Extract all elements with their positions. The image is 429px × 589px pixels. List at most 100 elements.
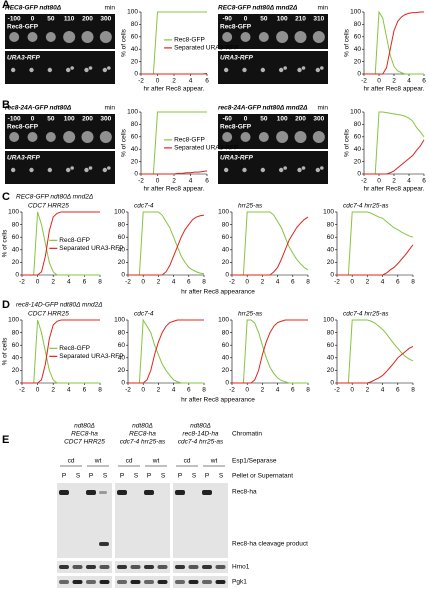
cell-signal (99, 131, 112, 143)
y-tick-label: 20 (354, 58, 362, 65)
time-label: 0 (244, 16, 248, 23)
micrograph (218, 14, 328, 49)
chart-title: CDC7 HRR25 (28, 311, 69, 318)
x-axis-label: hr after Rec8 appearance (181, 289, 255, 296)
cell-signal (107, 166, 111, 170)
band (72, 565, 83, 569)
band (202, 490, 212, 495)
x-tick-label: 4 (172, 279, 176, 286)
band (175, 565, 185, 569)
x-tick-label: 8 (411, 387, 415, 394)
band (175, 580, 185, 584)
channel-label: Rec8-GFP (7, 124, 39, 131)
time-label: -90 (222, 16, 232, 23)
y-tick-label: 0 (225, 272, 229, 279)
band (117, 490, 127, 495)
band (99, 565, 110, 569)
channel-label: Rec8-GFP (220, 24, 252, 31)
y-tick-label: 20 (131, 58, 139, 65)
strain-label: rec8-24A-GFP ndt80Δ (5, 105, 72, 112)
condition-label: wt (210, 458, 218, 465)
time-label: 50 (47, 16, 55, 23)
time-label: 200 (82, 116, 93, 123)
band (175, 490, 185, 495)
condition-label: cd (126, 458, 133, 465)
micrograph (5, 114, 115, 149)
cell-signal (242, 67, 247, 73)
y-tick-label: 20 (354, 158, 362, 165)
cell-signal (315, 67, 321, 73)
y-tick-label: 100 (114, 209, 125, 216)
y-tick-label: 0 (121, 380, 125, 387)
cell-signal (9, 132, 20, 142)
x-tick-label: -2 (334, 387, 340, 394)
band-label: Hmo1 (232, 564, 250, 571)
chart-title: cdc7-4 hrr25-as (343, 203, 389, 210)
cell-signal (63, 131, 76, 143)
blot-panel (115, 576, 170, 588)
y-tick-label: 80 (118, 329, 126, 336)
time-label: 200 (295, 116, 306, 123)
time-label: 100 (277, 116, 288, 123)
channel-label: Rec8-GFP (220, 124, 252, 131)
y-tick-label: 0 (330, 380, 334, 387)
condition-label: cd (68, 458, 75, 465)
y-tick-label: 80 (327, 221, 335, 228)
lane-label: S (161, 473, 166, 480)
cell-signal (27, 132, 38, 142)
genotype-label: cdc7-4 hrr25-as (178, 439, 224, 446)
series-line (128, 318, 204, 384)
strain-label: rec8-14D-GFP ndt80Δ mnd2Δ (16, 302, 103, 309)
time-label: 0 (244, 116, 248, 123)
time-label: 300 (100, 116, 111, 123)
time-label: 110 (64, 16, 75, 23)
series-line (22, 211, 100, 276)
lane-label: S (219, 473, 224, 480)
cell-signal (240, 132, 251, 142)
x-tick-label: -2 (125, 387, 131, 394)
x-tick-label: 0 (36, 387, 40, 394)
y-axis-label: % of cells (121, 128, 128, 157)
lane-label: P (205, 473, 209, 480)
cell-signal (260, 167, 266, 173)
cell-signal (278, 167, 284, 173)
cell-signal (320, 166, 324, 170)
legend-label: Rec8-GFP (174, 137, 205, 144)
time-label: 300 (100, 16, 111, 23)
cell-signal (81, 31, 94, 43)
y-tick-label: 20 (131, 158, 139, 165)
time-label: 50 (260, 116, 268, 123)
panel-label: D (2, 299, 10, 311)
y-axis-label: % of cells (2, 229, 9, 258)
x-tick-label: 2 (261, 387, 265, 394)
x-tick-label: 0 (350, 387, 354, 394)
y-tick-label: 20 (12, 367, 20, 374)
x-tick-label: 8 (411, 279, 415, 286)
cell-signal (107, 66, 111, 70)
band (130, 580, 141, 584)
y-tick-label: 80 (12, 221, 20, 228)
cell-signal (70, 166, 74, 170)
cell-signal (294, 31, 307, 43)
x-tick-label: 6 (291, 279, 295, 286)
legend-label: Rec8-GFP (174, 37, 205, 44)
cell-signal (258, 32, 269, 42)
cell-signal (276, 131, 289, 143)
cell-signal (70, 66, 74, 70)
cell-signal (222, 132, 233, 142)
channel-label: URA3-RFP (7, 155, 41, 162)
y-tick-label: 80 (131, 121, 139, 128)
cell-signal (9, 32, 20, 42)
y-tick-label: 20 (118, 259, 126, 266)
x-tick-label: 4 (172, 387, 176, 394)
y-tick-label: 60 (12, 234, 20, 241)
lane-label: S (103, 473, 108, 480)
x-tick-label: 0 (350, 279, 354, 286)
x-tick-label: 2 (392, 178, 396, 185)
x-tick-label: 0 (141, 387, 145, 394)
y-tick-label: 0 (357, 71, 361, 78)
x-tick-label: 0 (141, 279, 145, 286)
y-tick-label: 60 (327, 234, 335, 241)
time-unit: min (105, 105, 116, 112)
